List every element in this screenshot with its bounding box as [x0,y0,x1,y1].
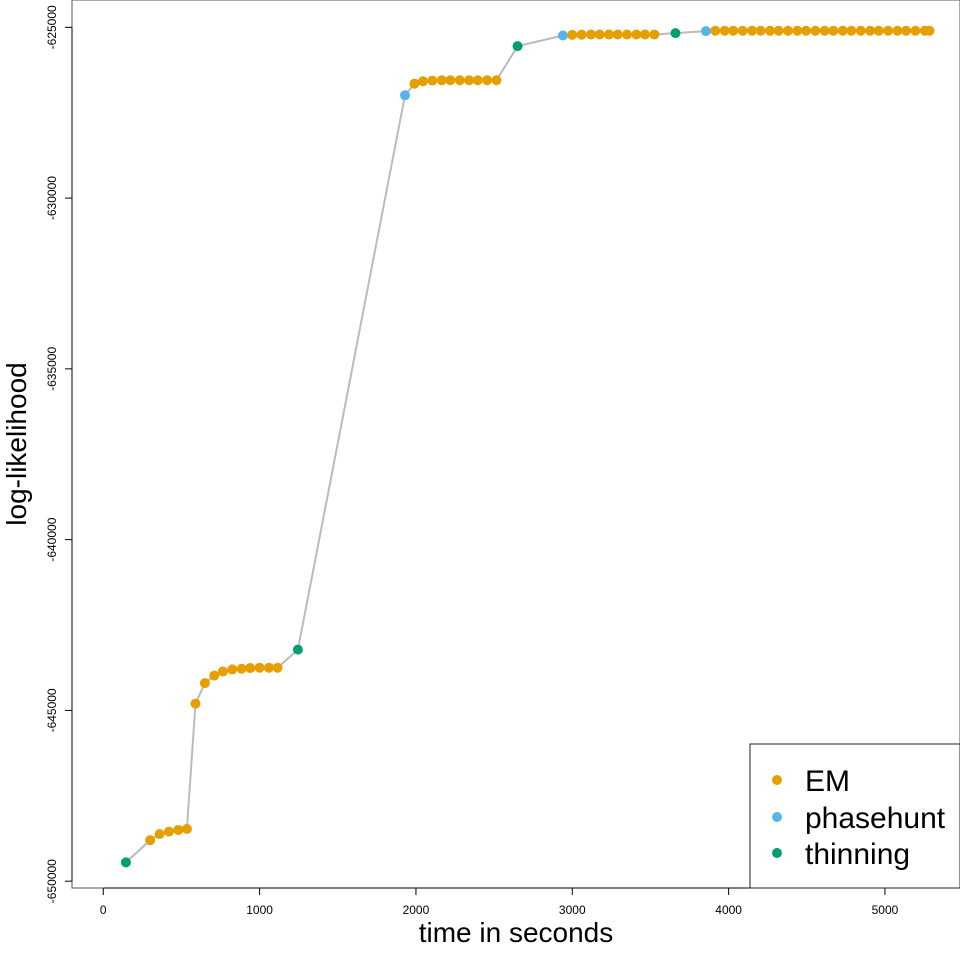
legend-label-thinning: thinning [805,838,910,871]
data-point-em [254,662,265,673]
data-point-em [209,670,220,681]
data-point-em [272,662,283,673]
x-tick-label: 3000 [559,903,586,917]
legend-marker-em [772,775,782,785]
y-tick-label: -650000 [45,859,59,903]
data-point-em [427,75,438,86]
data-point-thinning [512,41,523,52]
data-point-em [846,25,857,36]
data-point-em [819,25,830,36]
data-point-em [409,78,420,89]
data-point-em [181,823,192,834]
data-point-em [631,29,642,40]
data-point-em [873,25,884,36]
data-point-em [576,29,587,40]
data-point-em [865,25,876,36]
legend-box [749,743,960,889]
x-tick-label: 1000 [246,903,273,917]
data-point-em [227,664,238,675]
data-point-em [892,25,903,36]
data-point-em [586,29,597,40]
data-point-em [737,25,748,36]
data-point-em [639,29,650,40]
data-point-thinning [120,857,131,868]
data-point-em [612,29,623,40]
connecting-line [125,29,930,864]
data-point-em [837,25,848,36]
data-point-thinning [670,28,681,39]
y-tick-label: -625000 [45,5,59,49]
data-point-em [901,25,912,36]
data-point-em [792,25,803,36]
data-point-em [154,829,165,840]
data-point-em [710,25,721,36]
x-tick-label: 2000 [403,903,430,917]
data-point-em [801,25,812,36]
data-point-em [145,835,156,846]
data-point-em [728,25,739,36]
data-point-em [491,75,502,86]
data-point-em [263,662,274,673]
data-point-em [719,25,730,36]
data-point-em [765,25,776,36]
data-point-em [783,25,794,36]
y-tick-label: -630000 [45,176,59,220]
data-point-em [622,29,632,40]
data-point-phasehunt [557,30,568,41]
data-point-em [855,25,866,36]
data-point-em [417,76,428,87]
data-point-em [472,75,483,86]
data-point-em [910,25,921,36]
data-point-em [604,29,615,40]
x-tick-label: 4000 [715,903,742,917]
data-point-em [245,663,256,674]
data-point-em [755,25,766,36]
data-point-em [236,663,247,674]
y-tick-label: -645000 [45,688,59,732]
x-tick-label: 0 [100,903,107,917]
data-point-em [649,29,660,40]
y-axis-title: log-likelihood [1,362,32,525]
legend: EM phasehunt thinning [749,743,960,889]
data-point-em [482,75,493,86]
x-tick-label: 5000 [872,903,899,917]
data-point-em [199,678,210,689]
data-point-em [567,29,578,40]
data-point-em [436,75,447,86]
data-point-em [773,25,784,36]
data-point-em [163,826,174,837]
legend-marker-phasehunt [772,812,782,822]
data-point-em [747,25,758,36]
y-tick-label: -635000 [45,347,59,391]
x-axis-title: time in seconds [419,917,614,948]
legend-label-phasehunt: phasehunt [805,802,946,835]
data-point-em [190,698,201,709]
data-point-em [173,824,184,835]
data-point-em [454,75,465,86]
data-point-em [464,75,475,86]
legend-marker-thinning [772,848,782,858]
data-point-em [445,75,456,86]
axes: 0 1000 2000 3000 4000 5000 -625000 -630000 -6350… [45,5,899,917]
data-points [120,25,935,868]
data-point-em [883,25,894,36]
data-point-phasehunt [700,26,711,37]
data-point-em [810,25,821,36]
data-point-thinning [292,644,303,655]
data-point-em [217,666,228,677]
data-point-phasehunt [400,90,410,101]
data-point-em [828,25,839,36]
legend-label-em: EM [805,765,850,798]
data-point-em [924,25,935,36]
y-tick-label: -640000 [45,517,59,561]
data-point-em [594,29,605,40]
